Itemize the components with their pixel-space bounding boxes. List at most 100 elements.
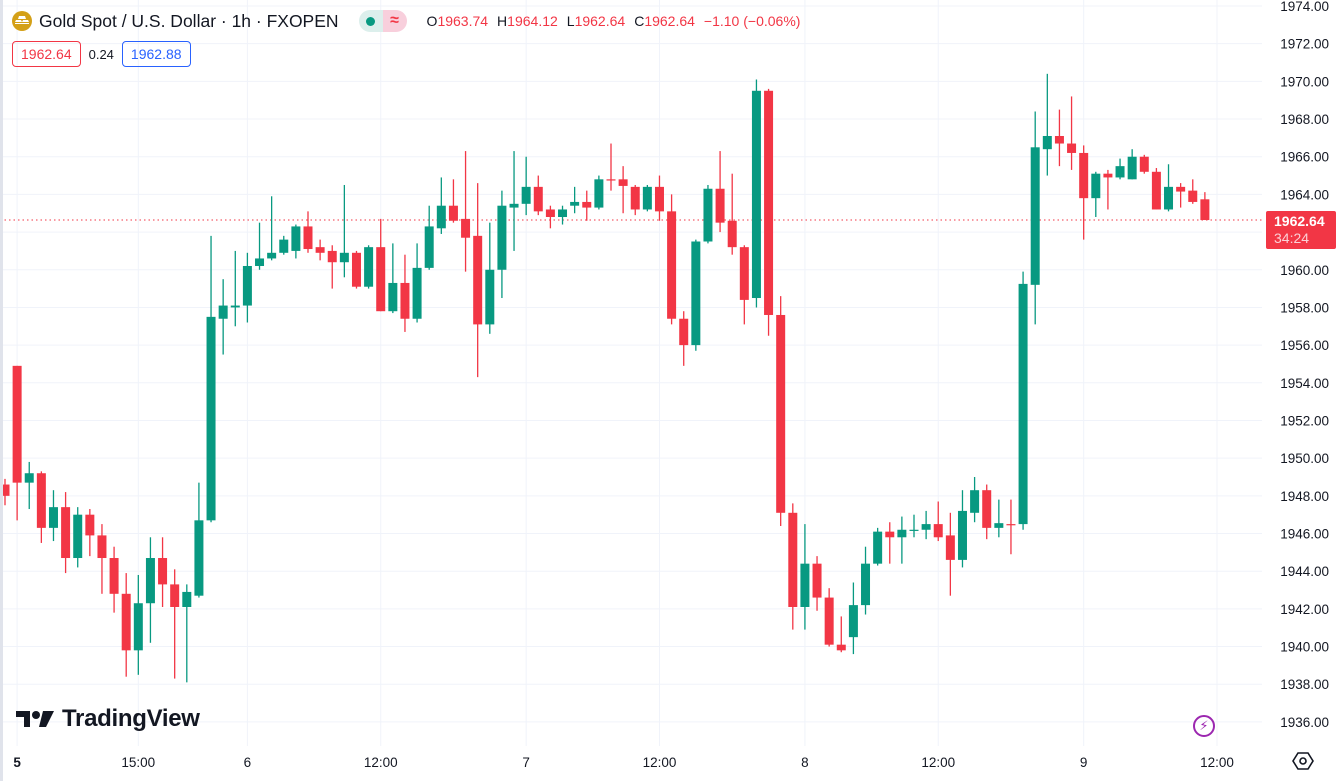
candle-body bbox=[109, 558, 119, 594]
x-tick-label: 5 bbox=[13, 755, 21, 770]
lightning-icon[interactable]: ⚡ bbox=[1193, 715, 1215, 737]
candle-bearish bbox=[376, 218, 386, 312]
candle-body bbox=[679, 318, 689, 346]
candle-body bbox=[776, 314, 786, 513]
candle-body bbox=[1151, 171, 1161, 210]
candle-body bbox=[618, 179, 628, 186]
time-axis[interactable]: 5 15:00 6 12:00 7 12:00 8 12:00 9 12:00 bbox=[13, 755, 1234, 770]
candle-body bbox=[145, 558, 155, 604]
candle-bullish bbox=[800, 524, 810, 630]
close-value: 1962.64 bbox=[644, 13, 695, 29]
candle-bearish bbox=[727, 173, 737, 255]
candle-body bbox=[339, 252, 349, 263]
candle-bullish bbox=[279, 235, 289, 255]
y-tick-label: 1958.00 bbox=[1280, 300, 1329, 315]
candle-bullish bbox=[267, 196, 277, 261]
candle-bullish bbox=[521, 156, 531, 216]
candle-body bbox=[485, 269, 495, 325]
candle-bullish bbox=[1127, 149, 1137, 180]
x-tick-label: 15:00 bbox=[121, 755, 155, 770]
candle-body bbox=[970, 490, 980, 513]
left-border bbox=[0, 0, 3, 781]
candle-body bbox=[788, 512, 798, 607]
candle-body bbox=[1030, 147, 1040, 285]
open-label: O bbox=[426, 13, 438, 29]
candle-bullish bbox=[751, 79, 761, 308]
candle-body bbox=[85, 514, 95, 536]
candle-bearish bbox=[776, 296, 786, 526]
candles bbox=[0, 73, 1210, 683]
y-tick-label: 1974.00 bbox=[1280, 0, 1329, 14]
candle-bullish bbox=[424, 205, 434, 270]
approx-icon[interactable]: ≈ bbox=[382, 10, 407, 32]
market-status-toggles[interactable]: ≈ bbox=[358, 10, 407, 32]
candle-bearish bbox=[788, 503, 798, 630]
candle-bullish bbox=[388, 243, 398, 314]
y-tick-label: 1938.00 bbox=[1280, 677, 1329, 692]
market-open-indicator[interactable] bbox=[358, 10, 383, 32]
candle-body bbox=[376, 247, 386, 312]
tradingview-logo-text: TradingView bbox=[62, 705, 200, 732]
candle-body bbox=[0, 484, 10, 496]
spread-value: 0.24 bbox=[88, 46, 114, 62]
candle-bullish bbox=[558, 205, 568, 225]
candle-bearish bbox=[315, 239, 325, 261]
candle-bullish bbox=[48, 490, 58, 542]
bar-countdown: 34:24 bbox=[1274, 230, 1310, 246]
candle-body bbox=[1164, 186, 1174, 210]
candle-bearish bbox=[1006, 499, 1016, 555]
candle-body bbox=[242, 265, 252, 306]
candle-bullish bbox=[509, 151, 519, 251]
candle-body bbox=[921, 524, 931, 530]
candle-bullish bbox=[485, 222, 495, 334]
y-tick-label: 1972.00 bbox=[1280, 37, 1329, 52]
x-tick-label: 12:00 bbox=[921, 755, 955, 770]
symbol-title[interactable]: Gold Spot / U.S. Dollar · 1h · FXOPEN bbox=[39, 10, 339, 31]
candle-body bbox=[933, 524, 943, 538]
candle-body bbox=[582, 201, 592, 208]
candle-body bbox=[351, 252, 361, 287]
price-axis[interactable]: 1974.00 1972.00 1970.00 1968.00 1966.00 1964.… bbox=[1280, 0, 1329, 730]
high-value: 1964.12 bbox=[507, 13, 558, 29]
candle-bullish bbox=[412, 243, 422, 323]
x-tick-label: 9 bbox=[1080, 755, 1088, 770]
candle-body bbox=[1188, 190, 1198, 202]
candle-bullish bbox=[242, 252, 252, 323]
candle-body bbox=[497, 205, 507, 270]
candle-bearish bbox=[945, 512, 955, 596]
candle-bullish bbox=[921, 510, 931, 540]
x-tick-label: 6 bbox=[244, 755, 252, 770]
buy-button[interactable]: 1962.88 bbox=[121, 41, 191, 67]
grid-lines bbox=[0, 0, 1262, 746]
tradingview-logo[interactable]: TradingView bbox=[16, 705, 200, 733]
sell-button[interactable]: 1962.64 bbox=[12, 41, 81, 67]
candle-bearish bbox=[1176, 183, 1186, 208]
candle-body bbox=[436, 205, 446, 229]
y-tick-label: 1956.00 bbox=[1280, 338, 1329, 353]
candle-body bbox=[218, 305, 228, 319]
candle-body bbox=[667, 211, 677, 319]
settings-gear-icon[interactable] bbox=[1292, 750, 1314, 772]
candle-bullish bbox=[73, 507, 83, 568]
candle-body bbox=[703, 188, 713, 242]
candle-bearish bbox=[1054, 109, 1064, 167]
candle-body bbox=[848, 605, 858, 638]
candle-body bbox=[36, 473, 46, 528]
candle-bullish bbox=[1091, 171, 1101, 218]
candle-bearish bbox=[12, 365, 22, 521]
candle-body bbox=[642, 186, 652, 210]
last-price-tag: 1962.64 34:24 bbox=[1266, 211, 1336, 249]
candle-bullish bbox=[364, 245, 374, 289]
candle-body bbox=[97, 535, 107, 559]
candle-bearish bbox=[1139, 154, 1149, 174]
y-tick-label: 1964.00 bbox=[1280, 187, 1329, 202]
candle-bullish bbox=[897, 516, 907, 564]
candle-body bbox=[1006, 524, 1016, 526]
candle-body bbox=[739, 247, 749, 300]
candle-body bbox=[194, 520, 204, 596]
x-tick-label: 12:00 bbox=[1200, 755, 1234, 770]
y-tick-label: 1948.00 bbox=[1280, 489, 1329, 504]
candle-body bbox=[509, 203, 519, 208]
candle-body bbox=[1018, 283, 1028, 525]
